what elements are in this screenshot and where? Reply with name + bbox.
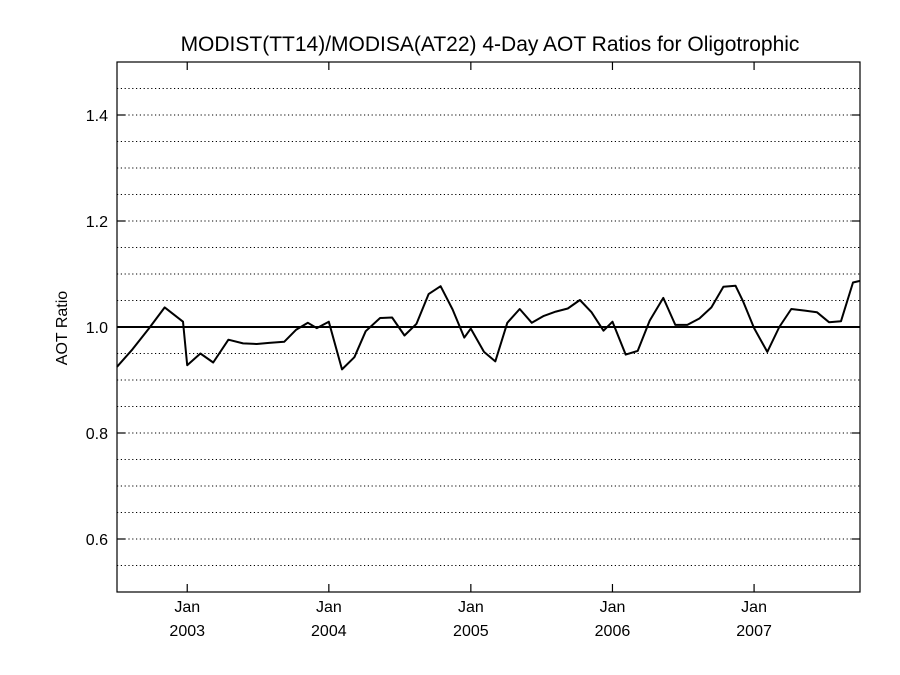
y-tick-label: 0.6 (86, 532, 108, 549)
x-axis: Jan 2003 Jan 2004 Jan 2005 Jan 2006 Jan 2007 (169, 62, 772, 640)
x-tick-label-year: 2004 (311, 623, 347, 640)
y-tick-label: 1.2 (86, 214, 108, 231)
x-tick-label-month: Jan (316, 599, 342, 616)
series-line-aot-ratio (116, 279, 861, 371)
x-tick-label-month: Jan (741, 599, 767, 616)
y-axis: 0.6 0.8 1.0 1.2 1.4 (86, 108, 860, 549)
chart-title: MODIST(TT14)/MODISA(AT22) 4-Day AOT Rati… (181, 33, 800, 56)
y-axis-label: AOT Ratio (54, 291, 71, 366)
x-tick-label-year: 2003 (169, 623, 205, 640)
x-tick-label-month: Jan (600, 599, 626, 616)
y-tick-label: 1.0 (86, 320, 108, 337)
y-tick-label: 1.4 (86, 108, 108, 125)
x-tick-label-year: 2007 (736, 623, 772, 640)
x-tick-label-month: Jan (174, 599, 200, 616)
x-tick-label-year: 2006 (595, 623, 631, 640)
x-tick-label-year: 2005 (453, 623, 489, 640)
x-tick-label-month: Jan (458, 599, 484, 616)
y-tick-label: 0.8 (86, 426, 108, 443)
